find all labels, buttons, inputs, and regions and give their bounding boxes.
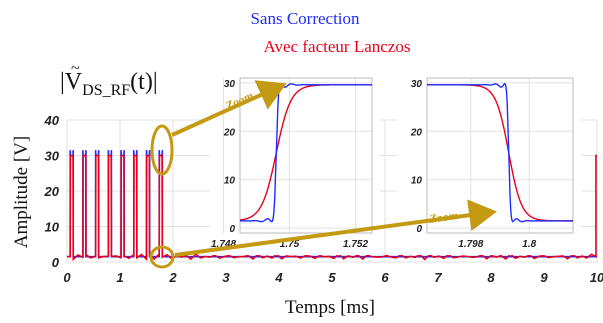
inset-background: [397, 70, 581, 255]
zoom-label-bottom: Zoom: [427, 208, 458, 226]
x-tick-label: 9: [540, 270, 548, 285]
inset-y-tick-label: 20: [223, 127, 236, 138]
zoom-inset-falling-edge: 1.798 1.8 0 10 20 30: [397, 70, 581, 255]
inset-frame: [426, 77, 574, 234]
inset-x-tick-label: 1.798: [458, 239, 483, 250]
zoom-arrow-top: [171, 80, 287, 137]
legend-blue-label: Sans Correction: [250, 9, 360, 28]
inset-series-sans-correction-line: [239, 82, 372, 223]
inset-y-tick-label: 0: [416, 224, 422, 235]
x-tick-label: 6: [381, 270, 389, 285]
y-tick-label: 10: [45, 220, 60, 235]
inset-x-tick-label: 1.8: [522, 239, 536, 250]
x-tick-label: 7: [434, 270, 442, 285]
x-tick-label: 2: [168, 270, 177, 285]
x-tick-label: 8: [487, 270, 495, 285]
series-lanczos-line: [67, 154, 597, 261]
inset-frame: [239, 77, 373, 234]
inset-x-tick-label: 1.748: [211, 239, 236, 250]
y-tick-label: 20: [44, 184, 60, 199]
inset-background: [210, 70, 380, 255]
y-tick-label: 40: [44, 113, 60, 128]
chart-title-sub: DS_RF: [82, 82, 130, 99]
x-tick-label: 5: [328, 270, 336, 285]
x-tick-label: 10: [590, 270, 603, 285]
legend-red-label: Avec facteur Lanczos: [264, 37, 411, 56]
y-tick-label: 0: [52, 255, 60, 270]
inset-y-tick-label: 20: [410, 127, 423, 138]
zoom-arrow-bottom: [174, 199, 497, 257]
main-ticks: 0 1 2 3 4 5 6 7 8 9 10 0 10 20 30 40: [44, 113, 603, 285]
main-series: [67, 150, 597, 261]
chart-title-tail: (t)|: [130, 69, 157, 95]
inset-series-sans-correction-line: [427, 82, 573, 223]
inset-y-tick-label: 30: [224, 79, 236, 90]
y-axis-label: Amplitude [V]: [11, 136, 32, 248]
chart-title: |VDS_RF(t)|: [60, 69, 158, 99]
inset-x-tick-label: 1.752: [343, 239, 368, 250]
x-tick-label: 0: [63, 270, 71, 285]
zoom-inset-rising-edge: 1.748 1.75 1.752 0 10 20 30: [210, 70, 380, 255]
y-tick-label: 30: [45, 149, 60, 164]
x-tick-label: 4: [274, 270, 283, 285]
x-axis-label: Temps [ms]: [285, 297, 375, 318]
chart-title-main: |V: [60, 69, 83, 95]
x-tick-label: 3: [222, 270, 230, 285]
inset-y-tick-label: 10: [411, 176, 423, 187]
inset-y-tick-label: 30: [411, 79, 423, 90]
x-tick-label: 1: [116, 270, 123, 285]
inset-x-tick-label: 1.75: [280, 239, 300, 250]
zoom-highlight-top: [150, 124, 174, 176]
inset-y-tick-label: 10: [224, 176, 236, 187]
zoom-highlight-bottom: [149, 245, 175, 269]
chart-title-tilde: ~: [71, 60, 80, 77]
inset-y-tick-label: 0: [229, 224, 235, 235]
